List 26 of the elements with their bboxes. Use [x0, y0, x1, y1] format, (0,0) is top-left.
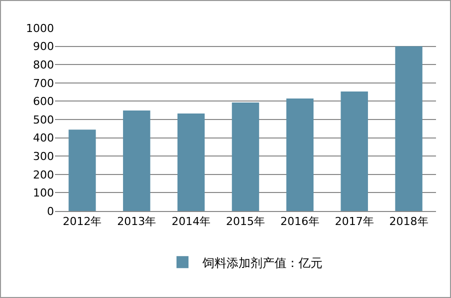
y-tick-label: 400 — [33, 132, 54, 145]
x-tick-label: 2016年 — [280, 215, 320, 228]
x-tick-label: 2018年 — [389, 215, 428, 228]
y-tick-label: 300 — [33, 150, 54, 163]
x-tick-label: 2017年 — [334, 215, 374, 228]
y-tick-label: 800 — [33, 58, 54, 72]
x-tick-label: 2014年 — [172, 215, 211, 228]
y-tick-label: 100 — [33, 186, 54, 200]
bar — [232, 102, 260, 211]
bar — [395, 46, 422, 211]
y-tick-label: 900 — [33, 40, 54, 54]
y-tick-label: 500 — [33, 113, 54, 126]
y-tick-label: 0 — [47, 204, 54, 218]
x-tick-label: 2015年 — [226, 215, 265, 228]
bar — [177, 113, 205, 211]
y-tick-label: 200 — [33, 168, 54, 182]
x-tick-label: 2013年 — [117, 215, 156, 228]
y-tick-label: 1000 — [26, 22, 54, 35]
x-tick-label: 2012年 — [62, 215, 102, 228]
legend-label: 饲料添加剂产值：亿元 — [202, 256, 322, 270]
y-tick-label: 700 — [33, 76, 54, 90]
bar — [340, 92, 368, 211]
bar — [68, 130, 96, 211]
bar — [286, 98, 314, 211]
y-tick-label: 600 — [33, 95, 54, 108]
bar — [123, 110, 150, 211]
